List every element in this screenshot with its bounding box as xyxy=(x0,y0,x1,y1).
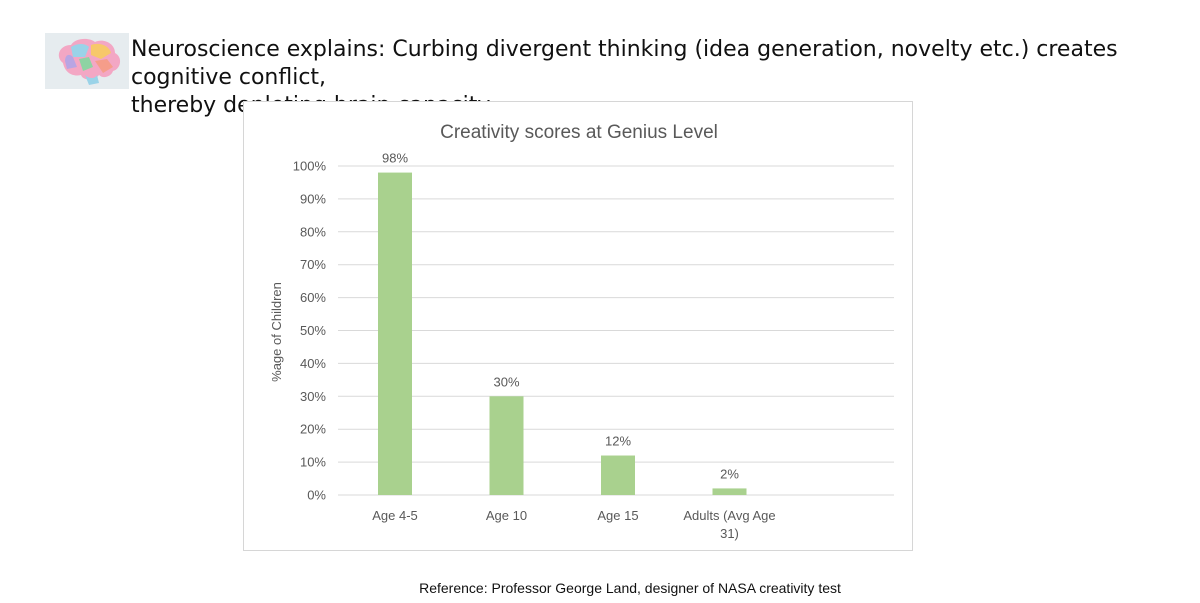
data-labels: 98% 30% 12% 2% xyxy=(382,151,739,482)
chart-frame: Creativity scores at Genius Level %age o… xyxy=(243,101,913,551)
y-tick-label: 50% xyxy=(300,323,326,338)
y-tick-labels: 0% 10% 20% 30% 40% 50% 60% 70% 80% 90% 100% xyxy=(293,159,327,503)
bar xyxy=(712,488,747,495)
x-tick-label: Age 15 xyxy=(597,508,638,523)
y-tick-label: 10% xyxy=(300,455,326,470)
y-tick-label: 70% xyxy=(300,257,326,272)
y-tick-label: 20% xyxy=(300,422,326,437)
x-tick-label: Adults (Avg Age xyxy=(683,508,775,523)
bar xyxy=(489,396,524,495)
y-tick-label: 0% xyxy=(307,488,326,503)
y-tick-label: 90% xyxy=(300,191,326,206)
y-tick-label: 40% xyxy=(300,356,326,371)
y-tick-label: 80% xyxy=(300,224,326,239)
x-tick-label: Age 4-5 xyxy=(372,508,418,523)
chart-title: Creativity scores at Genius Level xyxy=(440,122,718,143)
y-axis-label: %age of Children xyxy=(269,282,284,382)
y-tick-label: 60% xyxy=(300,290,326,305)
bars xyxy=(378,172,747,495)
data-label: 98% xyxy=(382,151,408,166)
data-label: 12% xyxy=(605,434,631,449)
headline-line-1: Neuroscience explains: Curbing divergent… xyxy=(131,37,1118,90)
y-tick-label: 100% xyxy=(293,159,327,174)
bar xyxy=(601,455,635,495)
y-tick-label: 30% xyxy=(300,389,326,404)
brain-icon xyxy=(58,38,121,85)
brain-logo xyxy=(45,33,129,89)
data-label: 30% xyxy=(493,374,519,389)
x-tick-labels: Age 4-5 Age 10 Age 15 Adults (Avg Age 31) xyxy=(372,508,775,541)
bar xyxy=(378,172,412,495)
bar-chart: Creativity scores at Genius Level %age o… xyxy=(269,122,894,541)
x-tick-label-line-2: 31) xyxy=(720,526,739,541)
x-tick-label: Age 10 xyxy=(486,508,527,523)
data-label: 2% xyxy=(720,466,739,481)
reference-note: Reference: Professor George Land, design… xyxy=(419,580,841,596)
gridlines xyxy=(338,165,894,496)
